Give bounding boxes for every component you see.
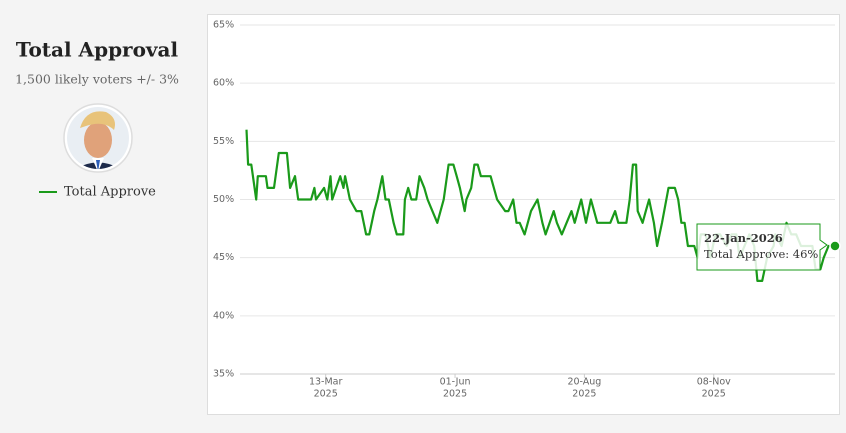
chart-subtitle: 1,500 likely voters +/- 3% [15,72,179,87]
tooltip-box [696,223,828,271]
x-tick-label: 2025 [443,389,467,400]
hover-point [829,240,841,252]
legend-label: Total Approve [64,185,156,200]
x-tick-label: 2025 [314,389,338,400]
x-tick-label: 2025 [702,389,726,400]
y-tick-label: 55% [213,136,234,147]
y-tick-label: 50% [213,194,234,205]
x-tick-label: 01-Jun [440,377,471,388]
plot-frame [207,14,840,415]
x-tick-label: 20-Aug [567,377,601,388]
y-tick-label: 35% [213,369,234,380]
y-tick-label: 65% [213,20,234,31]
y-tick-label: 45% [213,252,234,263]
tooltip-title: 22-Jan-2026 [704,231,783,245]
x-tick-label: 2025 [572,389,596,400]
tooltip-text: Total Approve: 46% [704,247,818,261]
avatar [63,103,133,173]
chart-title: Total Approval [16,38,179,62]
x-tick-label: 13-Mar [309,377,343,388]
y-tick-label: 60% [213,78,234,89]
x-tick-label: 08-Nov [697,377,731,388]
y-tick-label: 40% [213,310,234,321]
